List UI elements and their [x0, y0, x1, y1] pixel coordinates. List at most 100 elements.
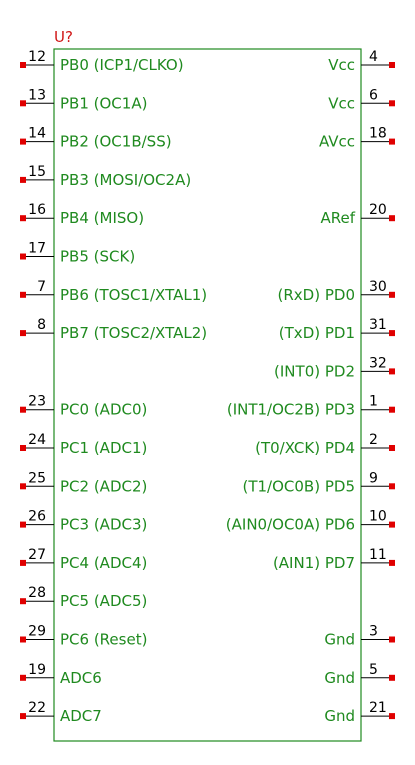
pin-label: ADC7: [60, 707, 102, 725]
pin-endpoint-marker: [20, 674, 26, 681]
pin-29: 29 PC6 (Reset): [20, 624, 147, 649]
pin-label: AVcc: [319, 133, 355, 151]
pin-endpoint-marker: [20, 253, 26, 260]
pin-endpoint-marker: [20, 559, 26, 566]
pin-endpoint-marker: [20, 713, 26, 720]
pin-label: (RxD) PD0: [278, 286, 355, 304]
pin-label: Gnd: [324, 669, 355, 687]
pin-label: (TxD) PD1: [279, 324, 355, 342]
pin-label: PB4 (MISO): [60, 209, 144, 227]
pin-endpoint-marker: [389, 368, 395, 375]
pin-13: 13 PB1 (OC1A): [20, 87, 147, 112]
pin-3: 3 Gnd: [324, 624, 395, 649]
pin-28: 28 PC5 (ADC5): [20, 585, 147, 610]
pin-label: (INT1/OC2B) PD3: [227, 401, 355, 419]
pin-1: 1 (INT1/OC2B) PD3: [227, 394, 395, 419]
pin-endpoint-marker: [20, 445, 26, 451]
left-pin-group: 12 PB0 (ICP1/CLKO) 13 PB1 (OC1A) 14 PB2 (OC1B…: [20, 49, 207, 725]
pin-endpoint-marker: [20, 636, 26, 643]
pin-number: 32: [369, 355, 387, 371]
pin-30: 30 (RxD) PD0: [278, 279, 395, 304]
pin-number: 9: [369, 470, 378, 486]
pin-label: (AIN1) PD7: [273, 554, 355, 572]
pin-label: PC2 (ADC2): [60, 477, 147, 495]
pin-22: 22 ADC7: [20, 700, 102, 725]
pin-number: 29: [28, 624, 46, 640]
pin-label: PB0 (ICP1/CLKO): [60, 56, 184, 74]
pin-number: 1: [369, 394, 378, 410]
pin-11: 11 (AIN1) PD7: [273, 547, 395, 572]
pin-19: 19 ADC6: [20, 662, 102, 687]
pin-2: 2 (T0/XCK) PD4: [255, 432, 395, 457]
pin-endpoint-marker: [20, 483, 26, 490]
pin-endpoint-marker: [389, 330, 395, 337]
pin-32: 32 (INT0) PD2: [274, 355, 395, 380]
pin-label: (INT0) PD2: [274, 362, 355, 380]
pin-number: 22: [28, 700, 46, 716]
pin-26: 26 PC3 (ADC3): [20, 509, 147, 534]
pin-endpoint-marker: [20, 100, 26, 107]
pin-9: 9 (T1/OC0B) PD5: [243, 470, 395, 495]
pin-endpoint-marker: [20, 62, 26, 68]
pin-number: 26: [28, 509, 46, 525]
pin-31: 31 (TxD) PD1: [279, 317, 395, 342]
pin-label: PC0 (ADC0): [60, 401, 147, 419]
pin-endpoint-marker: [389, 100, 395, 107]
pin-5: 5 Gnd: [324, 662, 395, 687]
pin-label: PB7 (TOSC2/XTAL2): [60, 324, 207, 342]
pin-21: 21 Gnd: [324, 700, 395, 725]
pin-endpoint-marker: [20, 176, 26, 183]
pin-number: 23: [28, 394, 46, 410]
pin-7: 7 PB6 (TOSC1/XTAL1): [20, 279, 207, 304]
pin-number: 4: [369, 49, 378, 65]
pin-number: 24: [28, 432, 46, 448]
pin-label: Vcc: [328, 94, 355, 112]
pin-endpoint-marker: [389, 445, 395, 451]
pin-endpoint-marker: [389, 291, 395, 298]
pin-endpoint-marker: [389, 62, 395, 68]
pin-number: 28: [28, 585, 46, 601]
pin-14: 14 PB2 (OC1B/SS): [20, 126, 172, 151]
pin-18: 18 AVcc: [319, 126, 395, 151]
pin-number: 8: [37, 317, 46, 333]
pin-number: 30: [369, 279, 387, 295]
pin-20: 20 ARef: [320, 202, 395, 227]
pin-number: 2: [369, 432, 378, 448]
pin-endpoint-marker: [20, 406, 26, 413]
pin-number: 14: [28, 126, 46, 142]
pin-number: 31: [369, 317, 387, 333]
pin-number: 27: [28, 547, 46, 563]
pin-endpoint-marker: [389, 483, 395, 490]
pin-number: 3: [369, 624, 378, 640]
pin-number: 12: [28, 49, 46, 65]
pin-label: (AIN0/OC0A) PD6: [226, 516, 355, 534]
pin-15: 15 PB3 (MOSI/OC2A): [20, 164, 191, 189]
pin-number: 17: [28, 241, 46, 257]
pin-number: 19: [28, 662, 46, 678]
pin-label: PB2 (OC1B/SS): [60, 133, 172, 151]
pin-label: PB3 (MOSI/OC2A): [60, 171, 191, 189]
pin-endpoint-marker: [389, 521, 395, 528]
pin-27: 27 PC4 (ADC4): [20, 547, 147, 572]
pin-number: 6: [369, 87, 378, 103]
pin-12: 12 PB0 (ICP1/CLKO): [20, 49, 184, 74]
pin-number: 20: [369, 202, 387, 218]
pin-endpoint-marker: [389, 713, 395, 720]
pin-endpoint-marker: [389, 674, 395, 681]
pin-endpoint-marker: [389, 559, 395, 566]
pin-label: Gnd: [324, 707, 355, 725]
pin-10: 10 (AIN0/OC0A) PD6: [226, 509, 395, 534]
pin-endpoint-marker: [389, 138, 395, 145]
pin-23: 23 PC0 (ADC0): [20, 394, 147, 419]
pin-number: 16: [28, 202, 46, 218]
pin-label: PC1 (ADC1): [60, 439, 147, 457]
pin-label: PC6 (Reset): [60, 631, 147, 649]
component-reference: U?: [54, 28, 73, 46]
pin-number: 7: [37, 279, 46, 295]
pin-label: PC5 (ADC5): [60, 592, 147, 610]
pin-number: 5: [369, 662, 378, 678]
pin-label: PB1 (OC1A): [60, 94, 147, 112]
pin-6: 6 Vcc: [328, 87, 395, 112]
